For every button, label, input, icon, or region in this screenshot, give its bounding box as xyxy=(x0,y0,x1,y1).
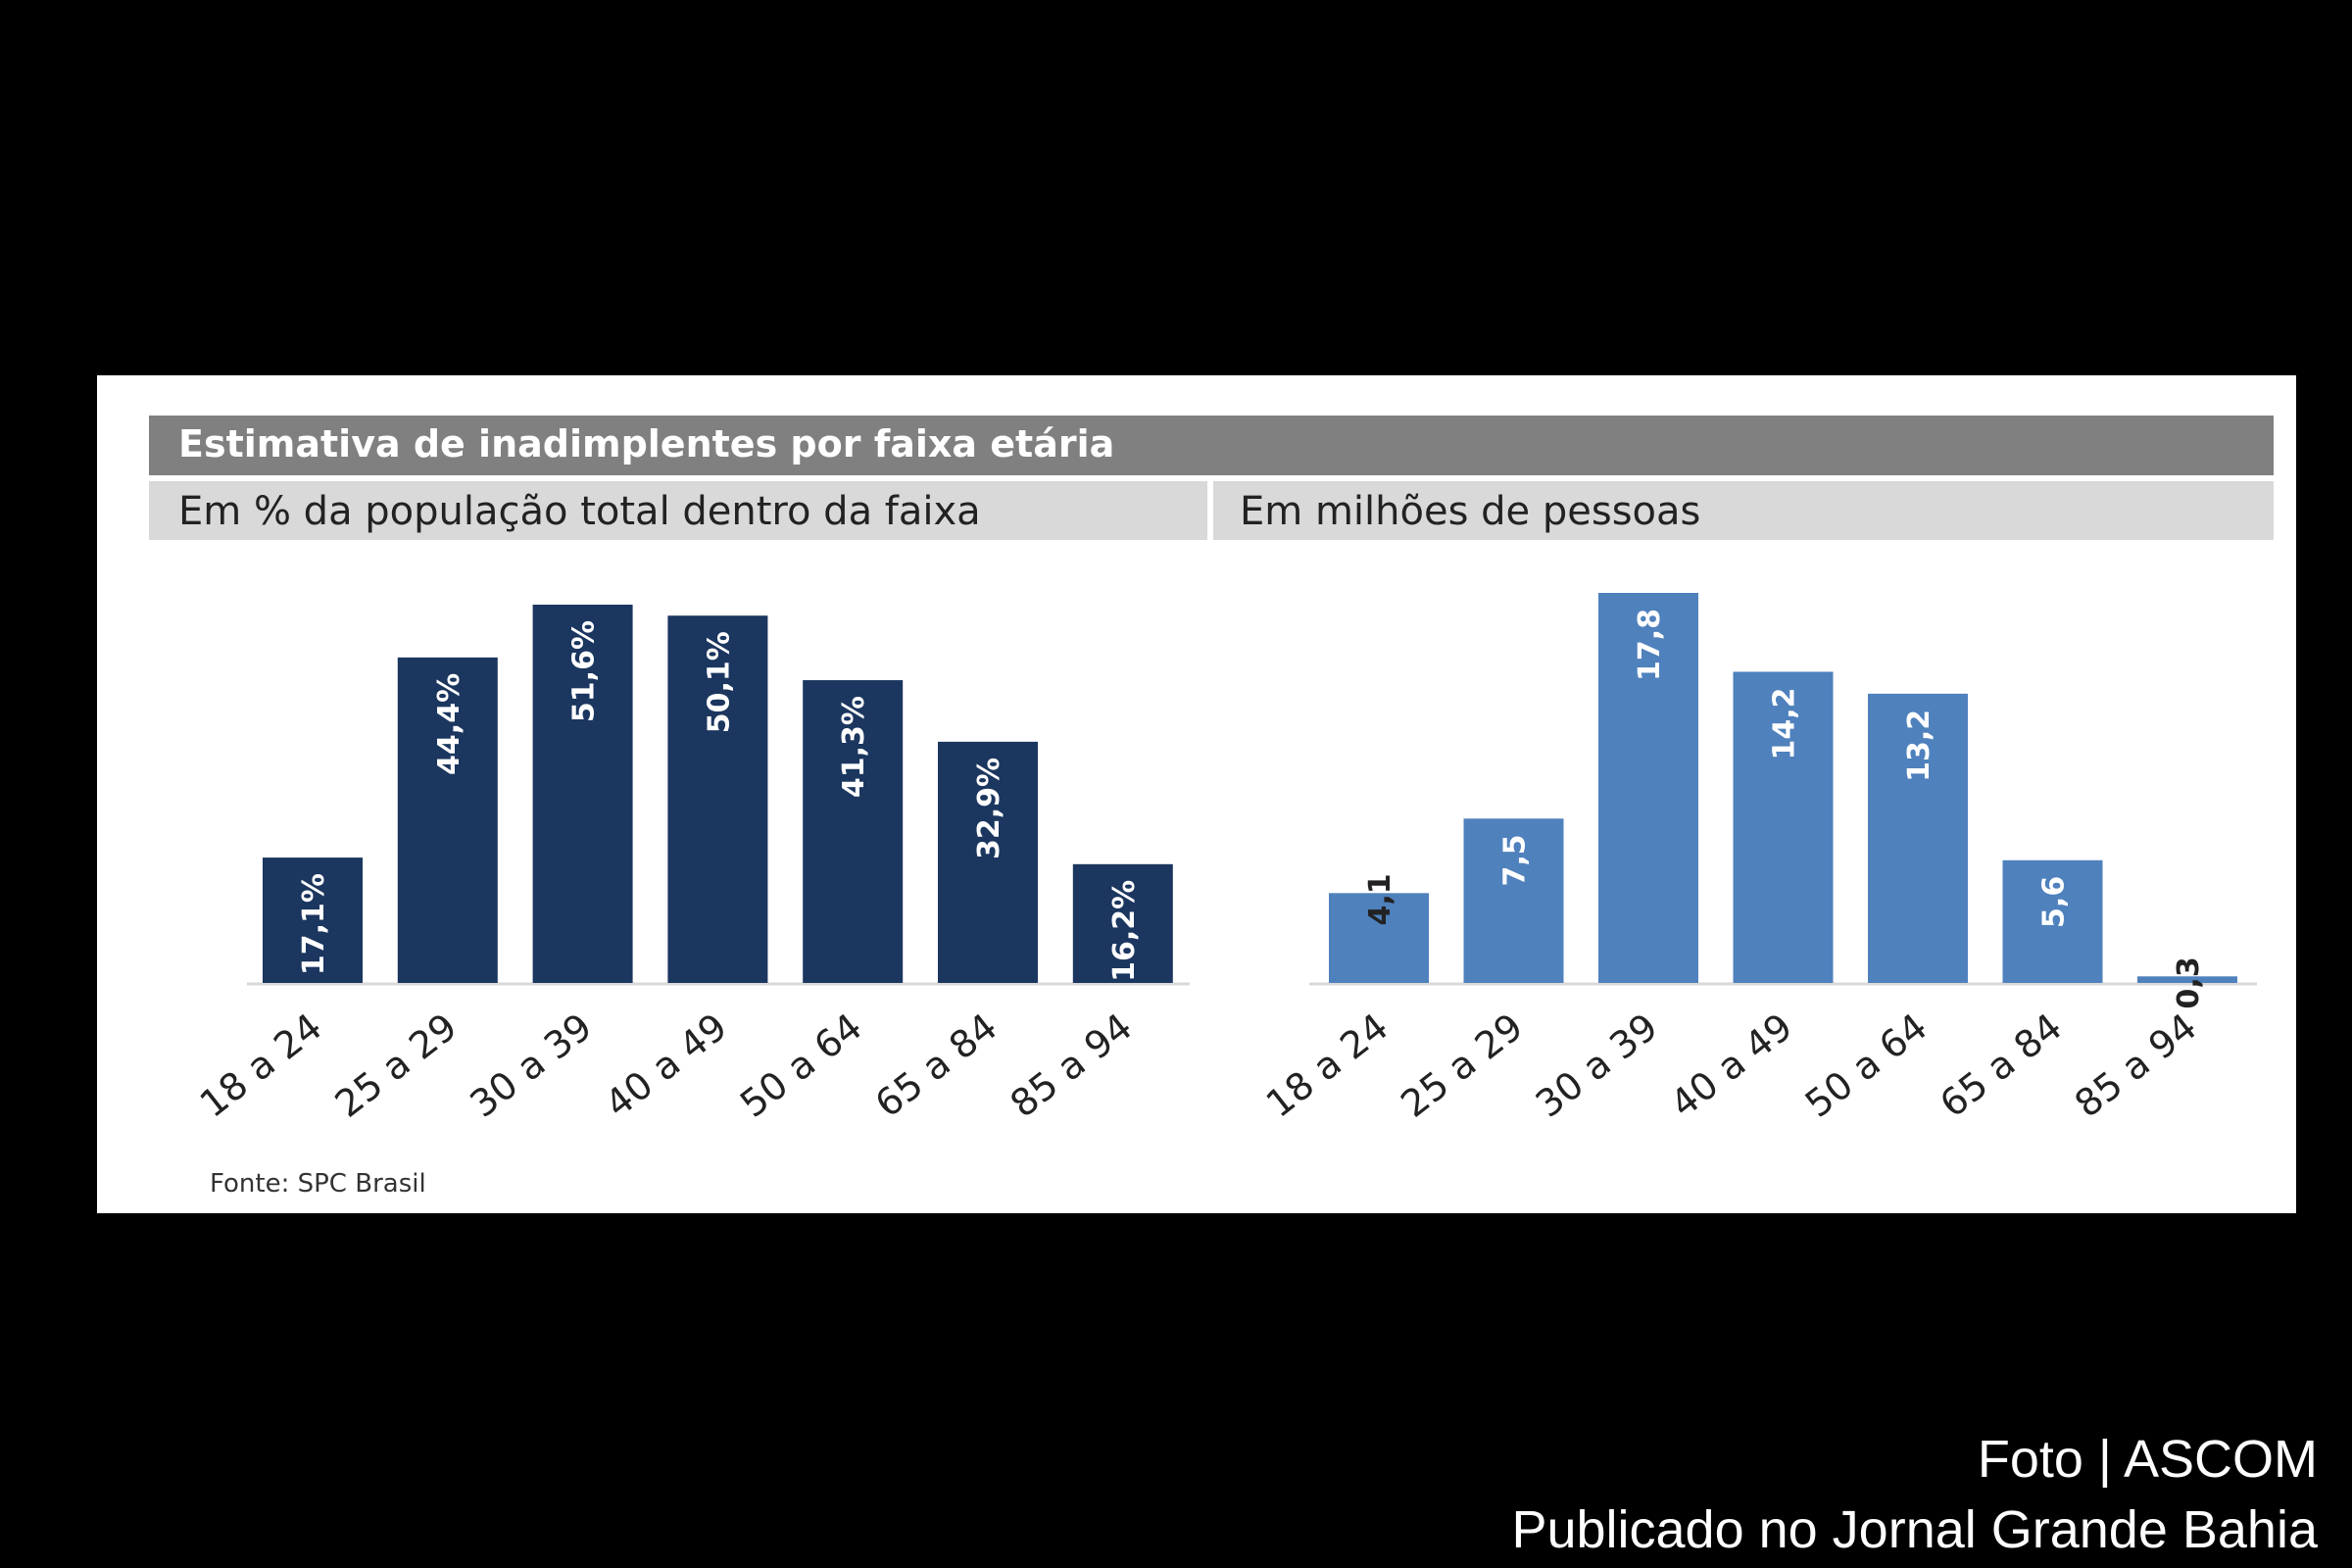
bar xyxy=(1868,693,1968,983)
data-label: 32,9% xyxy=(972,758,1006,859)
bar xyxy=(263,858,363,983)
photo-credit: Foto | ASCOM xyxy=(1977,1430,2318,1489)
bar xyxy=(1598,593,1698,983)
data-label: 4,1 xyxy=(1363,873,1397,925)
data-label: 16,2% xyxy=(1107,880,1142,982)
data-label: 7,5 xyxy=(1498,834,1533,886)
right-chart-title: Em milhões de pessoas xyxy=(1240,489,1700,534)
data-label: 41,3% xyxy=(837,696,871,798)
data-label: 17,8 xyxy=(1633,609,1667,681)
bar xyxy=(1733,671,1834,983)
data-label: 5,6 xyxy=(2037,876,2072,928)
publication-credit: Publicado no Jornal Grande Bahia xyxy=(1511,1500,2318,1559)
bar xyxy=(667,615,768,983)
data-label: 0,3 xyxy=(2172,956,2206,1008)
bar xyxy=(1329,893,1429,983)
left-subtitle-bar xyxy=(149,481,1207,540)
data-label: 50,1% xyxy=(702,631,736,733)
data-label: 14,2 xyxy=(1768,687,1802,760)
data-label: 13,2 xyxy=(1902,710,1936,782)
title-bar xyxy=(149,416,2274,475)
right-subtitle-bar xyxy=(1213,481,2274,540)
bar xyxy=(938,741,1038,983)
data-label: 17,1% xyxy=(297,873,331,975)
chart-title: Estimativa de inadimplentes por faixa et… xyxy=(178,422,1114,466)
bar xyxy=(1463,818,1564,983)
bar xyxy=(2137,976,2237,983)
bar xyxy=(397,657,498,983)
bar xyxy=(803,680,904,983)
bar xyxy=(532,605,633,983)
bar xyxy=(1072,863,1173,983)
left-chart-title: Em % da população total dentro da faixa xyxy=(178,489,981,534)
data-label: 44,4% xyxy=(432,673,466,775)
data-label: 51,6% xyxy=(567,620,602,722)
source-note: Fonte: SPC Brasil xyxy=(210,1169,426,1199)
bar xyxy=(2002,859,2103,983)
